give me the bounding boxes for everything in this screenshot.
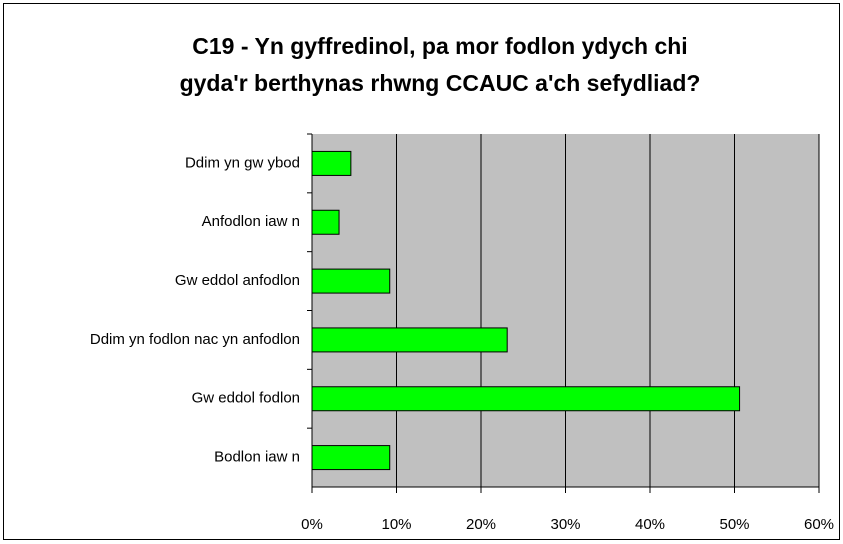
bar	[311, 209, 340, 235]
y-tick-label: Gw eddol anfodlon	[175, 272, 300, 289]
x-tick-label: 10%	[381, 516, 411, 533]
x-tick-label: 20%	[466, 516, 496, 533]
y-tick-label: Ddim yn fodlon nac yn anfodlon	[90, 331, 300, 348]
x-tick-label: 50%	[719, 516, 749, 533]
chart-title: C19 - Yn gyffredinol, pa mor fodlon ydyc…	[192, 33, 687, 59]
y-tick-label: Gw eddol fodlon	[192, 390, 300, 407]
y-tick-label: Bodlon iaw n	[214, 449, 300, 466]
x-tick-label: 0%	[301, 516, 323, 533]
chart-title: gyda'r berthynas rhwng CCAUC a'ch sefydl…	[180, 70, 701, 96]
bar	[311, 445, 391, 471]
y-tick-label: Ddim yn gw ybod	[185, 154, 300, 171]
bar	[311, 386, 741, 412]
x-tick-label: 40%	[635, 516, 665, 533]
bar	[311, 268, 391, 294]
y-tick-label: Anfodlon iaw n	[202, 213, 300, 230]
x-tick-label: 30%	[550, 516, 580, 533]
bar	[311, 150, 352, 176]
bar	[311, 327, 508, 353]
x-tick-label: 60%	[804, 516, 834, 533]
